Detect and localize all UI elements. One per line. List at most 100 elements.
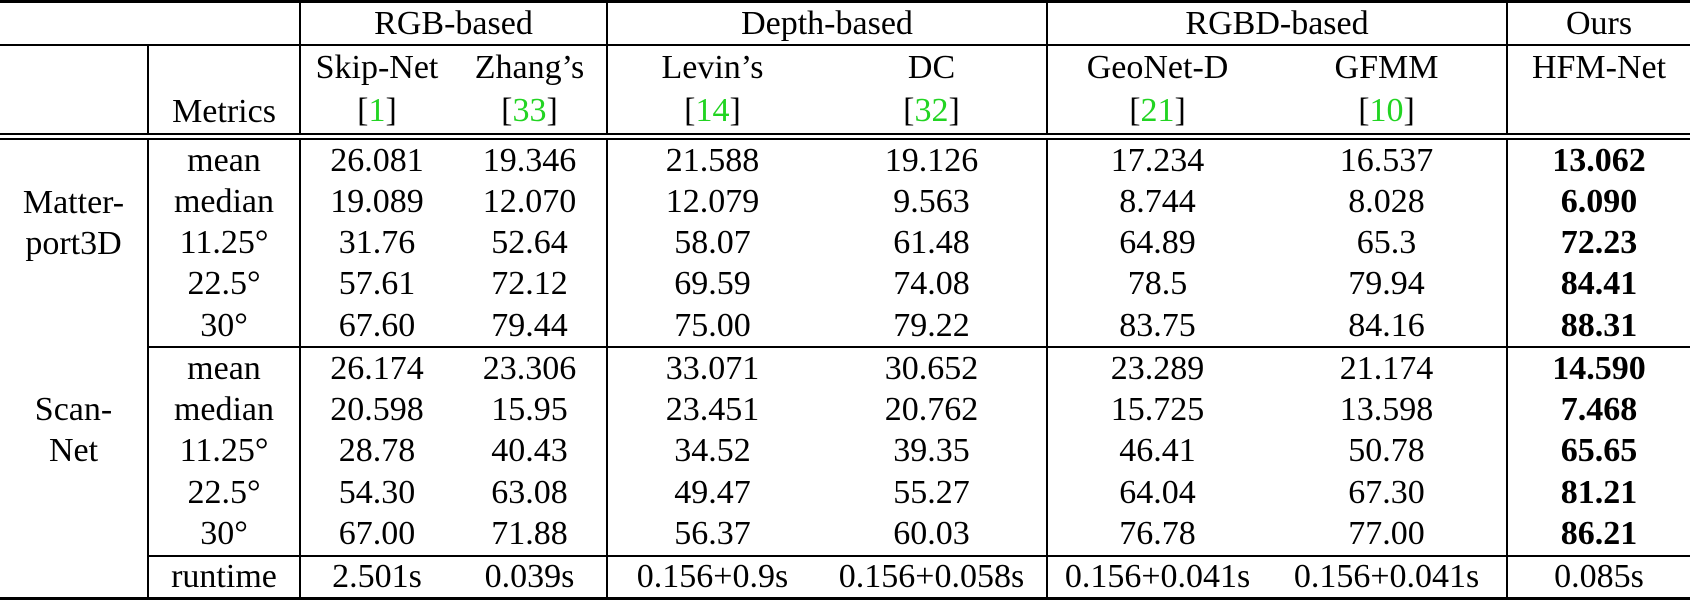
table-row: Scan- Net mean 26.174 23.306 33.071 30.6…: [0, 347, 1690, 469]
table-row: 22.5° 54.30 63.08 49.47 55.27 64.04 67.3…: [0, 472, 1690, 514]
value-cell: 0.156+0.041s: [1293, 557, 1480, 595]
method-header-hfm-net: HFM-Net: [1506, 45, 1690, 140]
value-cell: 60.03: [817, 513, 1048, 557]
method-name: Zhang’s: [474, 49, 585, 87]
method-citation: [10]: [1267, 89, 1506, 130]
method-header-skip-net: Skip-Net [1]: [299, 45, 453, 140]
method-citation: [14]: [609, 89, 817, 130]
value-cell: 19.126: [884, 141, 979, 179]
metric-label: mean: [147, 136, 300, 182]
value-cell: 30.652: [884, 349, 979, 387]
value-cell: 57.61: [299, 263, 453, 305]
method-citation: [32]: [817, 89, 1046, 130]
bracket-open: [: [903, 92, 915, 130]
metric-label: 11.25°: [147, 222, 300, 264]
value-cell: 26.081: [299, 136, 453, 182]
method-citation: [1]: [302, 89, 453, 130]
method-header-dc: DC [32]: [817, 45, 1048, 140]
group-header-rgb: RGB-based: [299, 1, 607, 47]
metric-label: median: [147, 389, 300, 431]
value-cell: 0.039s: [484, 557, 575, 595]
table-row: 11.25° 31.76 52.64 58.07 61.48 64.89 65.…: [0, 222, 1690, 264]
corner-cell: [0, 1, 300, 47]
table-row: 11.25° 28.78 40.43 34.52 39.35 46.41 50.…: [0, 430, 1690, 473]
value-cell: 64.04: [1046, 472, 1268, 514]
metric-label: 30°: [147, 513, 300, 557]
value-cell: 7.468: [1506, 389, 1690, 431]
value-cell: 75.00: [606, 304, 817, 349]
value-cell: 40.43: [491, 432, 568, 470]
value-cell: 0.085s: [1506, 555, 1690, 599]
value-cell: 6.090: [1506, 181, 1690, 223]
value-cell: 64.89: [1046, 222, 1268, 264]
value-cell: 17.234: [1046, 136, 1268, 182]
table-row: median 20.598 15.95 23.451 20.762 15.725…: [0, 389, 1690, 431]
metric-label: 22.5°: [147, 472, 300, 514]
method-header-gfmm: GFMM [10]: [1267, 45, 1508, 140]
value-cell: 50.78: [1348, 432, 1425, 470]
bracket-close: ]: [1403, 92, 1415, 130]
metric-label: median: [147, 181, 300, 223]
group-header-depth: Depth-based: [605, 1, 1048, 47]
value-cell: 23.289: [1046, 347, 1268, 390]
value-cell: 21.588: [606, 136, 817, 182]
bracket-open: [: [1129, 92, 1141, 130]
value-cell: 61.48: [893, 224, 970, 262]
value-cell: 67.00: [299, 513, 453, 557]
value-cell: 13.062: [1506, 136, 1690, 182]
value-cell: 74.08: [893, 265, 970, 303]
group-header-ours: Ours: [1506, 1, 1690, 47]
table-row: median 19.089 12.070 12.079 9.563 8.744 …: [0, 181, 1690, 223]
citation-number: 14: [695, 92, 730, 130]
dataset-line2: port3D: [25, 224, 122, 262]
value-cell: 54.30: [299, 472, 453, 514]
value-cell: 81.21: [1506, 472, 1690, 514]
method-header-geonet-d: GeoNet-D [21]: [1046, 45, 1268, 140]
value-cell: 13.598: [1339, 391, 1434, 429]
value-cell: 34.52: [606, 430, 817, 473]
method-name: HFM-Net: [1531, 49, 1667, 87]
value-cell: 65.65: [1506, 430, 1690, 473]
value-cell: 55.27: [893, 473, 970, 511]
value-cell: 79.94: [1348, 265, 1425, 303]
value-cell: 0.156+0.041s: [1046, 555, 1268, 599]
method-header-row: Metrics Skip-Net [1] Zhang’s [33] Levin’…: [0, 45, 1690, 140]
metrics-header: Metrics: [147, 45, 300, 140]
empty-cell: [0, 556, 148, 599]
method-name: Skip-Net: [315, 49, 439, 87]
group-header-rgbd: RGBD-based: [1046, 1, 1508, 47]
empty-cell: [0, 45, 148, 140]
table-row: Matter- port3D mean 26.081 19.346 21.588…: [0, 136, 1690, 262]
method-citation: [33]: [453, 89, 606, 129]
value-cell: 84.16: [1267, 304, 1508, 349]
citation-number: 21: [1140, 92, 1175, 130]
value-cell: 69.59: [606, 263, 817, 305]
value-cell: 72.23: [1506, 222, 1690, 264]
dataset-label: Matter- port3D: [0, 136, 148, 347]
value-cell: 23.306: [482, 349, 577, 387]
method-name: Levin’s: [661, 49, 764, 87]
value-cell: 8.744: [1046, 181, 1268, 223]
value-cell: 15.95: [491, 391, 568, 429]
bracket-close: ]: [385, 92, 397, 130]
method-header-zhangs: Zhang’s [33]: [453, 45, 607, 140]
value-cell: 76.78: [1046, 513, 1268, 557]
value-cell: 58.07: [606, 222, 817, 264]
method-name: GFMM: [1334, 49, 1439, 87]
citation-number: 10: [1369, 92, 1404, 130]
value-cell: 8.028: [1348, 182, 1425, 220]
value-cell: 33.071: [606, 347, 817, 390]
value-cell: 19.089: [299, 181, 453, 223]
dataset-line1: Matter-: [22, 183, 125, 221]
bracket-open: [: [684, 92, 696, 130]
value-cell: 12.079: [606, 181, 817, 223]
value-cell: 77.00: [1267, 513, 1508, 557]
bracket-close: ]: [729, 92, 741, 130]
value-cell: 88.31: [1506, 304, 1690, 349]
citation-number: 32: [914, 92, 949, 130]
table-row: 22.5° 57.61 72.12 69.59 74.08 78.5 79.94…: [0, 263, 1690, 305]
value-cell: 71.88: [453, 513, 607, 557]
value-cell: 79.22: [817, 304, 1048, 349]
value-cell: 84.41: [1506, 263, 1690, 305]
value-cell: 39.35: [893, 432, 970, 470]
